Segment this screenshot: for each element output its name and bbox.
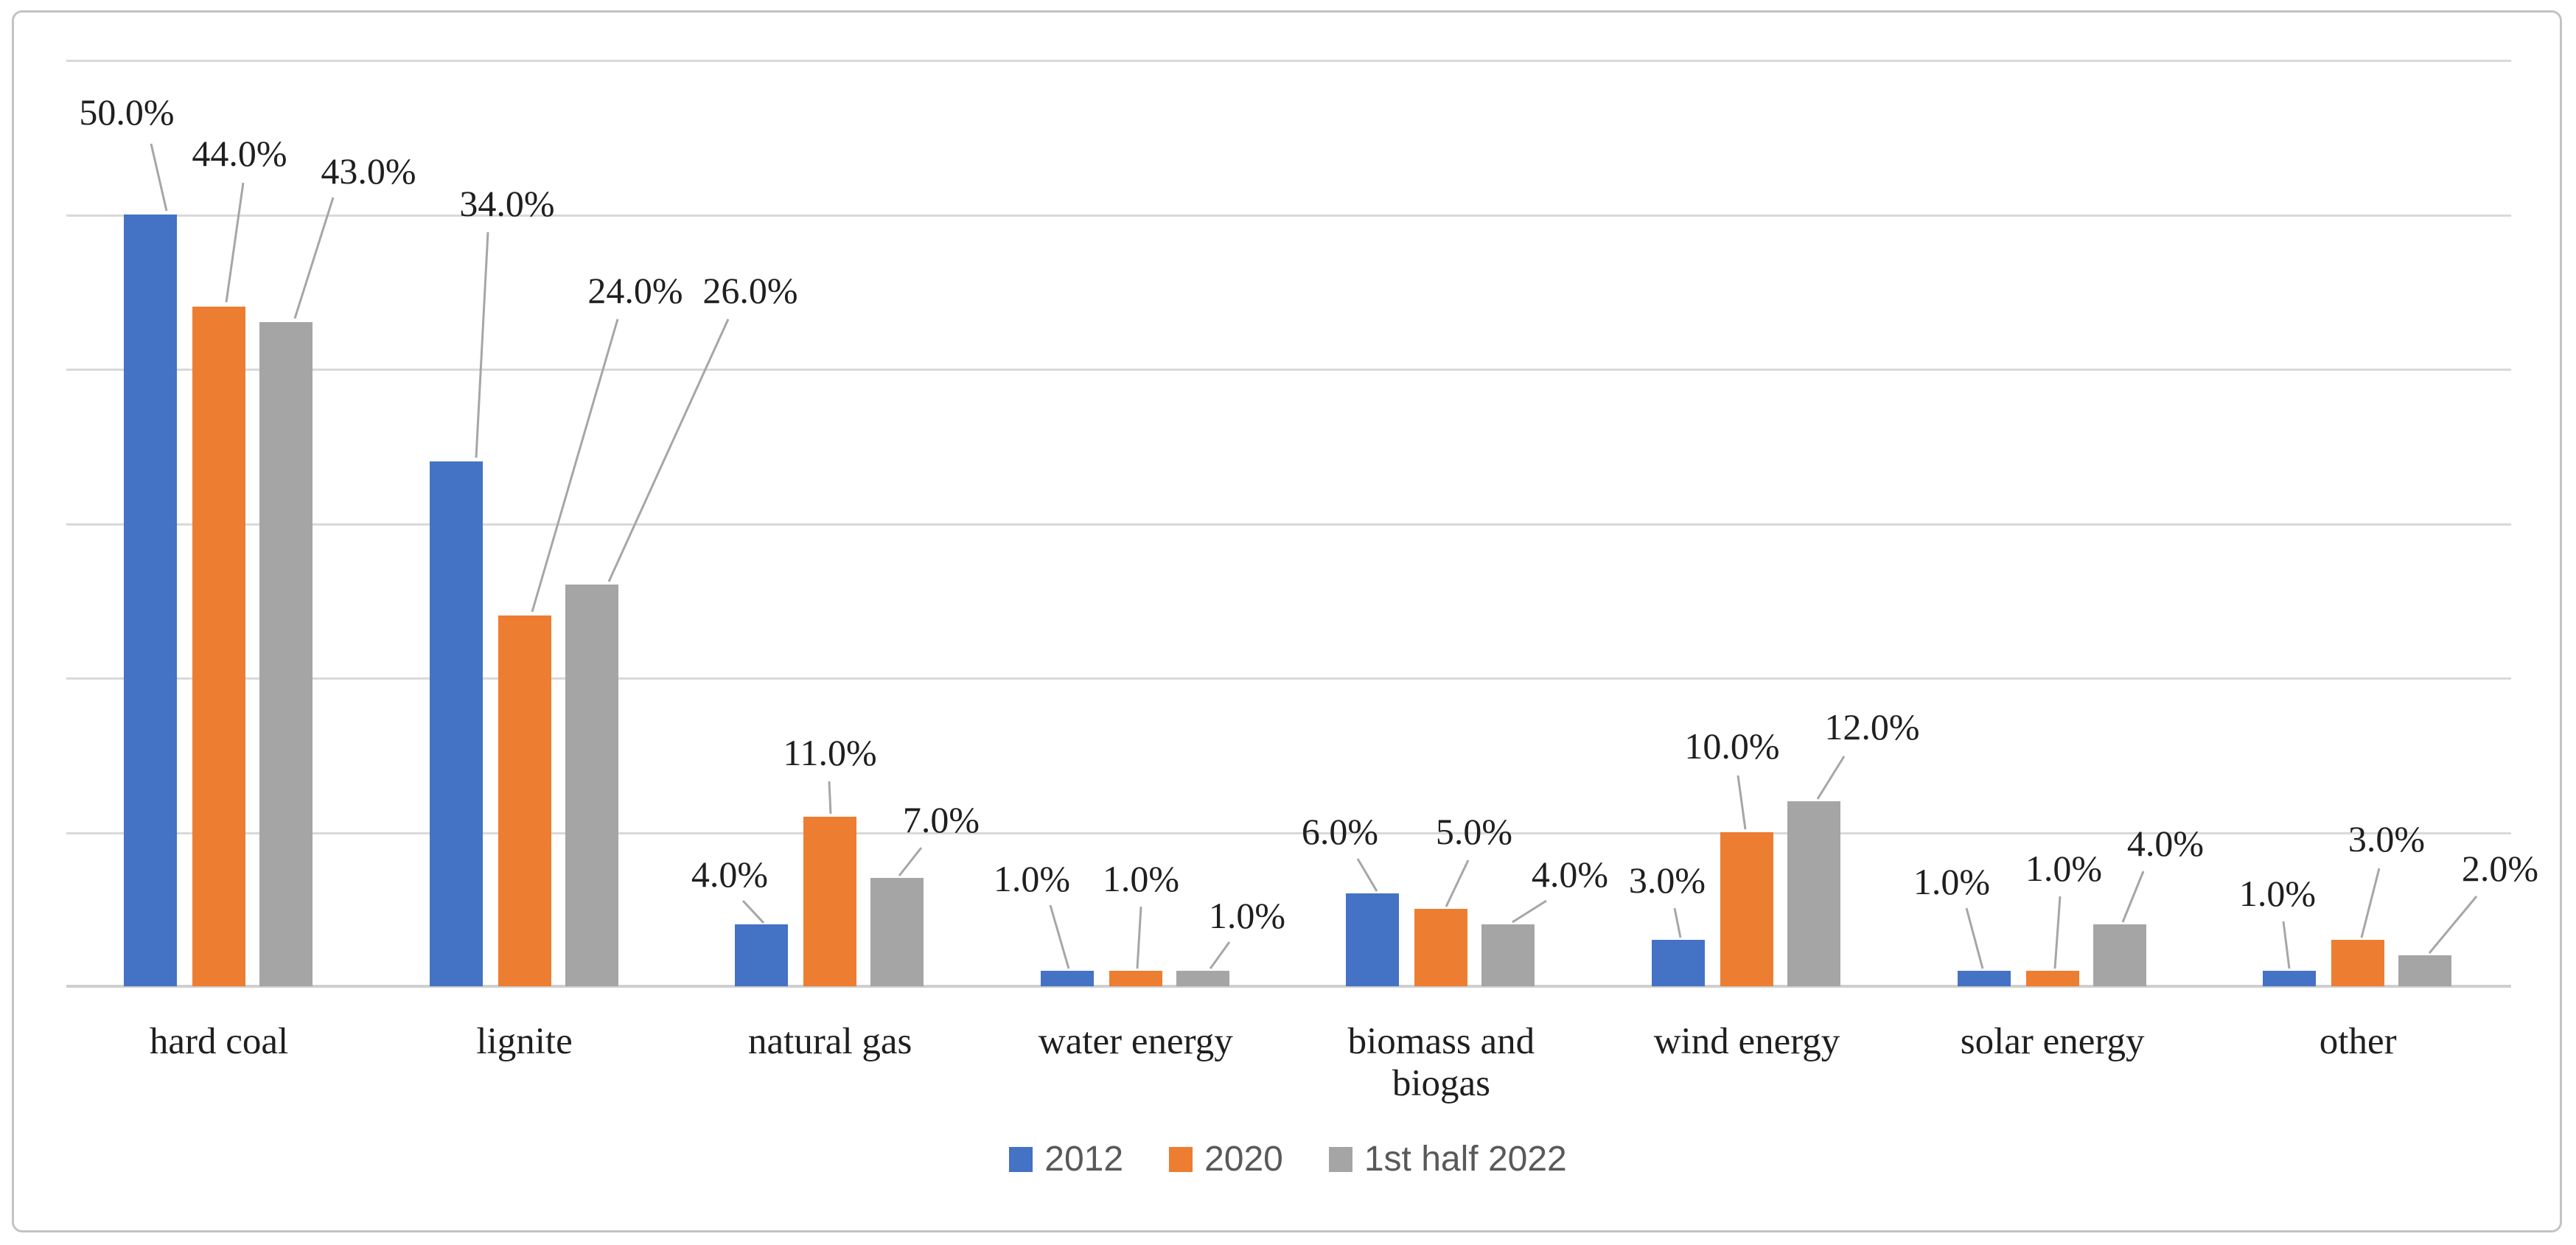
category-label-natural-gas: natural gas <box>748 1021 912 1062</box>
legend-label: 2020 <box>1204 1140 1283 1179</box>
data-label-2012-other: 1.0% <box>2238 873 2317 914</box>
category-label-wind-energy: wind energy <box>1653 1021 1840 1062</box>
gridline-10pct <box>66 831 2511 834</box>
bar-2020-lignite <box>498 615 551 986</box>
data-label-2012-wind-energy: 3.0% <box>1628 859 1706 901</box>
bar-2012-natural-gas <box>735 924 789 986</box>
data-label-2012-hard-coal: 50.0% <box>79 91 175 133</box>
data-label-2020-water-energy: 1.0% <box>1102 858 1180 899</box>
bar-2020-biomass-and-biogas <box>1414 909 1468 986</box>
data-label-1st-half-2022-hard-coal: 43.0% <box>321 150 416 192</box>
data-label-1st-half-2022-solar-energy: 4.0% <box>2126 823 2205 864</box>
data-label-2020-natural-gas: 11.0% <box>783 732 877 773</box>
legend-swatch-icon <box>1169 1146 1193 1172</box>
bar-2012-biomass-and-biogas <box>1346 893 1400 986</box>
bar-1st-half-2022-water-energy <box>1176 971 1229 986</box>
bar-2012-lignite <box>429 461 483 986</box>
data-label-2020-lignite: 24.0% <box>587 270 683 311</box>
data-label-2020-wind-energy: 10.0% <box>1684 725 1780 767</box>
legend-item-1st-half-2022: 1st half 2022 <box>1328 1139 1567 1179</box>
gridline-40pct <box>66 369 2511 371</box>
bar-1st-half-2022-wind-energy <box>1787 801 1840 986</box>
category-label-hard-coal: hard coal <box>149 1021 289 1062</box>
data-label-1st-half-2022-water-energy: 1.0% <box>1208 895 1286 936</box>
gridline-30pct <box>66 523 2511 526</box>
data-label-1st-half-2022-wind-energy: 12.0% <box>1824 706 1920 747</box>
data-label-2012-biomass-and-biogas: 6.0% <box>1301 811 1379 852</box>
bar-2020-water-energy <box>1109 971 1162 986</box>
legend-swatch-icon <box>1009 1146 1033 1172</box>
bar-1st-half-2022-hard-coal <box>259 322 313 986</box>
category-label-water-energy: water energy <box>1038 1021 1233 1062</box>
bar-2012-water-energy <box>1040 971 1094 986</box>
legend-label: 1st half 2022 <box>1364 1140 1567 1179</box>
data-label-1st-half-2022-natural-gas: 7.0% <box>902 799 980 840</box>
category-label-lignite: lignite <box>476 1021 573 1062</box>
bar-1st-half-2022-solar-energy <box>2092 924 2146 986</box>
legend-swatch-icon <box>1328 1146 1352 1172</box>
data-label-1st-half-2022-lignite: 26.0% <box>702 270 798 311</box>
bar-1st-half-2022-lignite <box>565 585 618 986</box>
legend-label: 2012 <box>1044 1140 1124 1179</box>
data-label-2012-natural-gas: 4.0% <box>691 854 769 895</box>
bar-2012-solar-energy <box>1957 971 2011 986</box>
data-label-2020-hard-coal: 44.0% <box>192 133 287 174</box>
legend-item-2012: 2012 <box>1009 1139 1123 1179</box>
bar-2020-hard-coal <box>192 307 245 986</box>
data-label-2012-water-energy: 1.0% <box>993 858 1071 899</box>
x-axis-line <box>66 985 2511 988</box>
category-label-other: other <box>2319 1021 2397 1062</box>
data-label-2020-biomass-and-biogas: 5.0% <box>1435 811 1513 852</box>
bar-2020-wind-energy <box>1720 831 1773 986</box>
gridline-60pct <box>66 60 2511 62</box>
bar-2020-solar-energy <box>2025 971 2079 986</box>
bar-1st-half-2022-natural-gas <box>870 878 924 986</box>
bar-2020-natural-gas <box>803 816 857 986</box>
data-label-1st-half-2022-biomass-and-biogas: 4.0% <box>1531 854 1609 895</box>
data-label-1st-half-2022-other: 2.0% <box>2461 848 2539 889</box>
category-label-solar-energy: solar energy <box>1960 1021 2145 1062</box>
bar-2012-hard-coal <box>124 214 177 986</box>
data-label-2020-solar-energy: 1.0% <box>2025 848 2103 889</box>
gridline-20pct <box>66 677 2511 680</box>
legend-item-2020: 2020 <box>1169 1139 1283 1179</box>
bar-1st-half-2022-other <box>2398 955 2452 986</box>
legend: 2012 2020 1st half 2022 <box>0 1139 2576 1179</box>
bar-2020-other <box>2331 940 2385 986</box>
gridline-50pct <box>66 214 2511 217</box>
bar-2012-other <box>2263 971 2317 986</box>
data-label-2012-solar-energy: 1.0% <box>1913 861 1991 902</box>
bar-2012-wind-energy <box>1652 940 1705 986</box>
data-label-2012-lignite: 34.0% <box>459 183 555 224</box>
category-label-biomass-and-biogas: biomass and biogas <box>1347 1021 1535 1104</box>
bar-1st-half-2022-biomass-and-biogas <box>1481 924 1535 986</box>
data-label-2020-other: 3.0% <box>2348 818 2426 859</box>
